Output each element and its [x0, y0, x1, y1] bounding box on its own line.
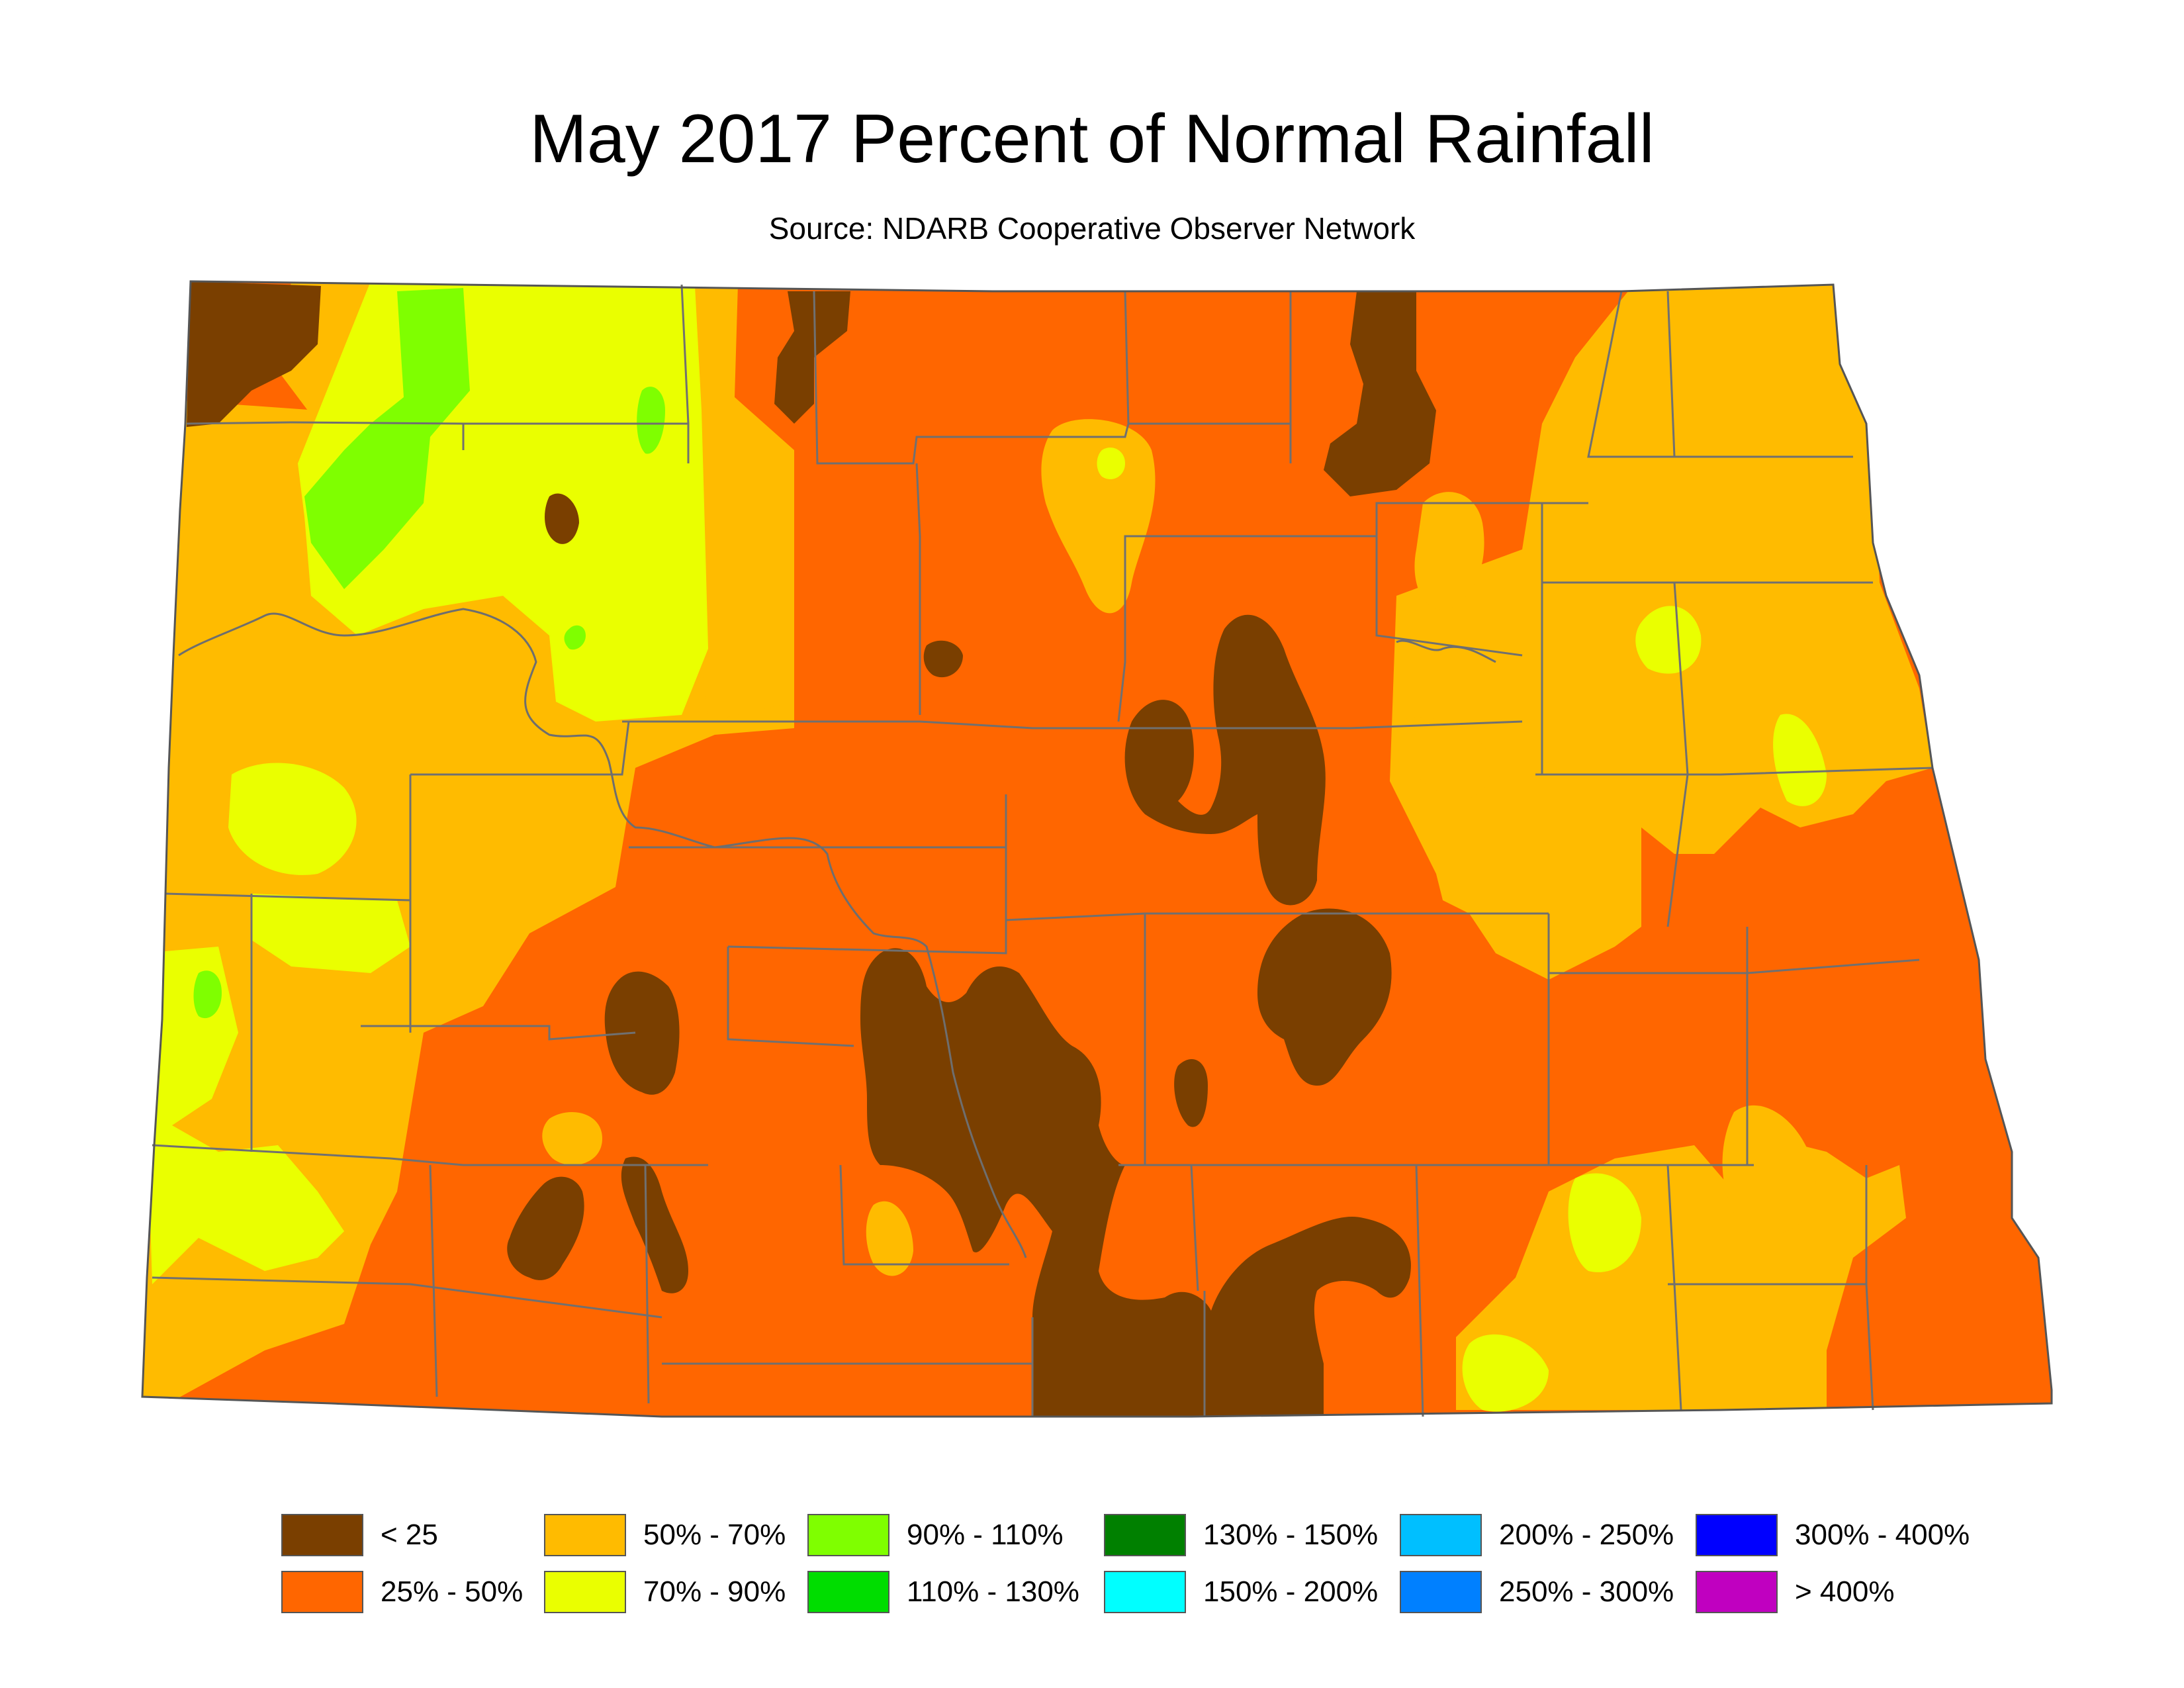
missouri-river: [178, 608, 1496, 1258]
region-lt25-southwest-1: [604, 971, 680, 1095]
map-title: May 2017 Percent of Normal Rainfall: [529, 101, 1655, 177]
region-lt25-north-2: [1324, 291, 1436, 496]
region-50-70-sw-blob: [542, 1112, 602, 1165]
region-lt25-center-1: [1124, 614, 1326, 906]
region-70-90-west-mid: [228, 763, 357, 875]
region-90-110-small-1: [637, 387, 665, 454]
region-lt25-center-small: [923, 640, 963, 678]
region-50-70-south-center: [866, 1201, 913, 1276]
county-lines: [152, 284, 1933, 1417]
region-lt25-south-central: [860, 948, 1411, 1417]
region-lt25-southwest-3: [621, 1156, 688, 1293]
region-90-110-small-2: [564, 625, 586, 650]
region-90-110-northwest: [304, 288, 470, 589]
region-50-70-northcentral: [682, 285, 794, 722]
state-outline: [141, 280, 2053, 1418]
region-50-70-devils-lake: [1414, 492, 1484, 610]
region-lt25-northwest: [187, 281, 321, 427]
region-lt25-center-2: [1257, 908, 1392, 1086]
region-50-70-southeast-2: [1722, 1105, 1816, 1235]
region-70-90-northwest: [298, 281, 708, 722]
region-70-90-minot-center: [1097, 447, 1125, 479]
region-70-90-west-2: [251, 894, 410, 973]
region-70-90-southwest: [142, 947, 344, 1284]
region-lt25-southwest-2: [507, 1176, 584, 1280]
region-50-70-minot: [1041, 419, 1156, 614]
map-subtitle: Source: NDARB Cooperative Observer Netwo…: [768, 211, 1416, 246]
region-90-110-sw: [193, 970, 222, 1019]
region-70-90-east-small-1: [1635, 606, 1702, 674]
region-lt25-nw-lake: [545, 493, 579, 544]
region-lt25-north-1: [774, 291, 850, 424]
region-50-70-center-east: [1395, 717, 1490, 799]
region-70-90-se-blob: [1568, 1173, 1641, 1272]
region-70-90-east-small-2: [1773, 714, 1827, 806]
region-70-90-south-blob: [1462, 1334, 1549, 1412]
region-lt25-center-3: [1174, 1059, 1208, 1127]
